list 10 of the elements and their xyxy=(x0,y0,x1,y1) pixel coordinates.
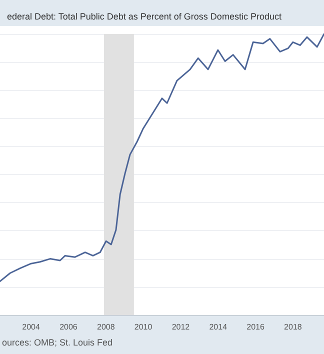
x-tick-label: 2016 xyxy=(246,322,265,332)
x-tick-label: 2012 xyxy=(172,322,190,332)
x-tick-label: 2004 xyxy=(22,322,40,332)
x-tick-label: 2014 xyxy=(209,322,228,332)
x-tick-label: 2006 xyxy=(60,322,78,332)
x-tick-label: 2018 xyxy=(284,322,302,332)
chart-title: ederal Debt: Total Public Debt as Percent of Gross Domestic Product xyxy=(7,12,282,22)
x-tick-label: 2008 xyxy=(96,322,116,332)
x-tick-label: 2010 xyxy=(134,322,153,332)
text: ources: OMB; St. Louis Fed xyxy=(2,338,113,348)
